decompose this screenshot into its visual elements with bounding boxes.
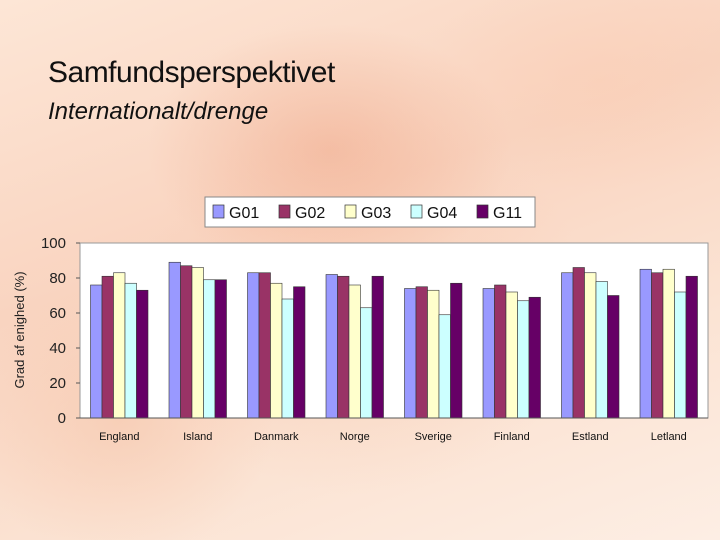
bar-g03-estland	[584, 272, 597, 419]
bar-g03-sverige	[427, 289, 440, 419]
y-axis-label: Grad af enighed (%)	[12, 271, 27, 388]
x-category-label: Finland	[494, 431, 530, 443]
bar-g01-island	[168, 261, 181, 419]
x-category-label: Island	[183, 431, 212, 443]
bar-g01-norge	[325, 274, 338, 419]
bar-g02-letland	[651, 272, 664, 419]
legend-label-g01: G01	[229, 205, 259, 222]
bar-g02-sverige	[415, 286, 428, 419]
bar-g04-letland	[674, 291, 687, 419]
bar-g04-estland	[595, 281, 608, 419]
bar-g04-norge	[360, 307, 373, 419]
bar-g02-island	[180, 265, 193, 419]
bar-g01-estland	[561, 272, 574, 419]
bar-g03-danmark	[270, 282, 283, 419]
bar-g02-danmark	[258, 272, 271, 419]
bar-g04-finland	[517, 300, 530, 419]
legend-label-g04: G04	[427, 205, 457, 222]
bar-g04-island	[203, 279, 216, 419]
legend-label-g02: G02	[295, 205, 325, 222]
legend-label-g03: G03	[361, 205, 391, 222]
y-tick-label: 80	[49, 270, 66, 287]
bar-g03-finland	[505, 291, 518, 419]
bar-g02-norge	[337, 275, 350, 419]
bar-g04-england	[124, 282, 137, 419]
x-category-label: Sverige	[415, 431, 452, 443]
x-category-label: Norge	[340, 431, 370, 443]
y-tick-label: 40	[49, 340, 66, 357]
bar-g01-finland	[482, 288, 495, 419]
bar-g03-england	[113, 272, 126, 419]
y-tick-label: 20	[49, 375, 66, 392]
bar-g04-sverige	[438, 314, 451, 419]
bar-g11-england	[136, 289, 149, 419]
y-tick-label: 60	[49, 305, 66, 322]
legend: G01 G02 G03 G04 G11	[204, 196, 536, 228]
x-category-label: Danmark	[254, 431, 299, 443]
plot-area: 0 20 40 60 80 100 England Island Danmark Norge Sve…	[41, 235, 709, 443]
bar-g01-sverige	[404, 288, 417, 419]
bar-g02-estland	[572, 267, 585, 419]
legend-swatch-g04	[410, 204, 423, 219]
bar-g02-england	[101, 275, 114, 419]
legend-swatch-g03	[344, 204, 357, 219]
bar-g03-letland	[662, 268, 675, 419]
page-title: Samfundsperspektivet	[48, 56, 335, 89]
bar-g03-island	[191, 267, 204, 419]
bar-g11-estland	[607, 295, 620, 419]
y-tick-label: 0	[58, 410, 66, 427]
x-category-label: Estland	[572, 431, 609, 443]
bar-g11-sverige	[450, 282, 463, 419]
bar-g01-england	[90, 284, 103, 419]
y-tick-label: 100	[41, 235, 66, 252]
bar-g11-norge	[371, 275, 384, 419]
bar-g04-danmark	[281, 298, 294, 419]
x-category-label: Letland	[651, 431, 687, 443]
x-category-label: England	[99, 431, 139, 443]
page-subtitle: Internationalt/drenge	[48, 98, 269, 125]
bar-g02-finland	[494, 284, 507, 419]
bar-g11-letland	[685, 275, 698, 419]
legend-swatch-g02	[278, 204, 291, 219]
legend-label-g11: G11	[493, 205, 522, 222]
bar-g01-danmark	[247, 272, 260, 419]
bar-g11-island	[214, 279, 227, 419]
bar-g11-finland	[528, 296, 541, 419]
bar-g11-danmark	[293, 286, 306, 419]
legend-swatch-g11	[476, 204, 489, 219]
bar-g03-norge	[348, 284, 361, 419]
legend-swatch-g01	[212, 204, 225, 219]
bar-g01-letland	[639, 268, 652, 419]
